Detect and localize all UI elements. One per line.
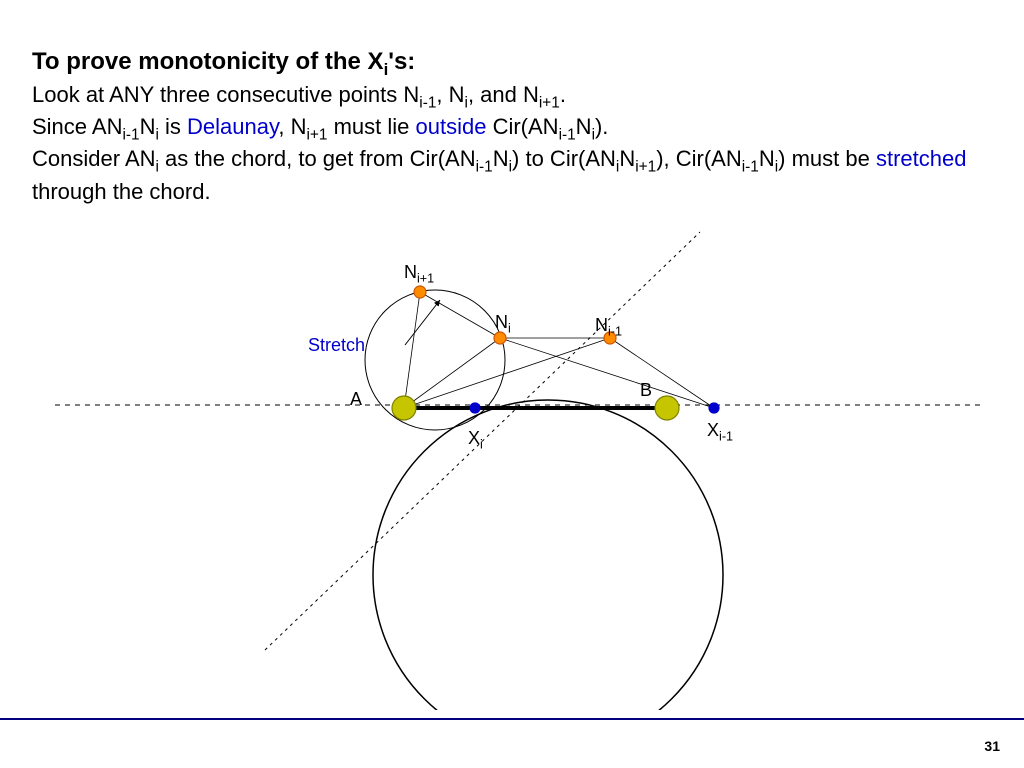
label-Ni: Ni xyxy=(495,312,511,336)
slide-title: To prove monotonicity of the Xi's: xyxy=(32,48,415,75)
line1: Look at ANY three consecutive points Ni-… xyxy=(32,82,566,107)
title-suffix: 's: xyxy=(388,48,415,75)
label-Nip1: Ni+1 xyxy=(404,262,434,286)
line3: Consider ANi as the chord, to get from C… xyxy=(32,146,966,203)
label-A: A xyxy=(350,389,362,410)
slide-text: To prove monotonicity of the Xi's: Look … xyxy=(32,46,992,206)
title-prefix: To prove monotonicity of the X xyxy=(32,48,384,75)
line2: Since ANi-1Ni is Delaunay, Ni+1 must lie… xyxy=(32,114,608,139)
label-Xi: Xi xyxy=(468,428,483,452)
label-Xim1: Xi-1 xyxy=(707,420,733,444)
geometry-diagram: A B Ni+1 Ni Ni-1 Xi Xi-1 Stretch xyxy=(0,210,1024,710)
diagram-svg xyxy=(0,210,1024,710)
label-B: B xyxy=(640,380,652,401)
page-number: 31 xyxy=(984,738,1000,754)
bottom-rule xyxy=(0,718,1024,720)
label-Nim1: Ni-1 xyxy=(595,315,622,339)
label-stretch: Stretch xyxy=(308,335,365,356)
